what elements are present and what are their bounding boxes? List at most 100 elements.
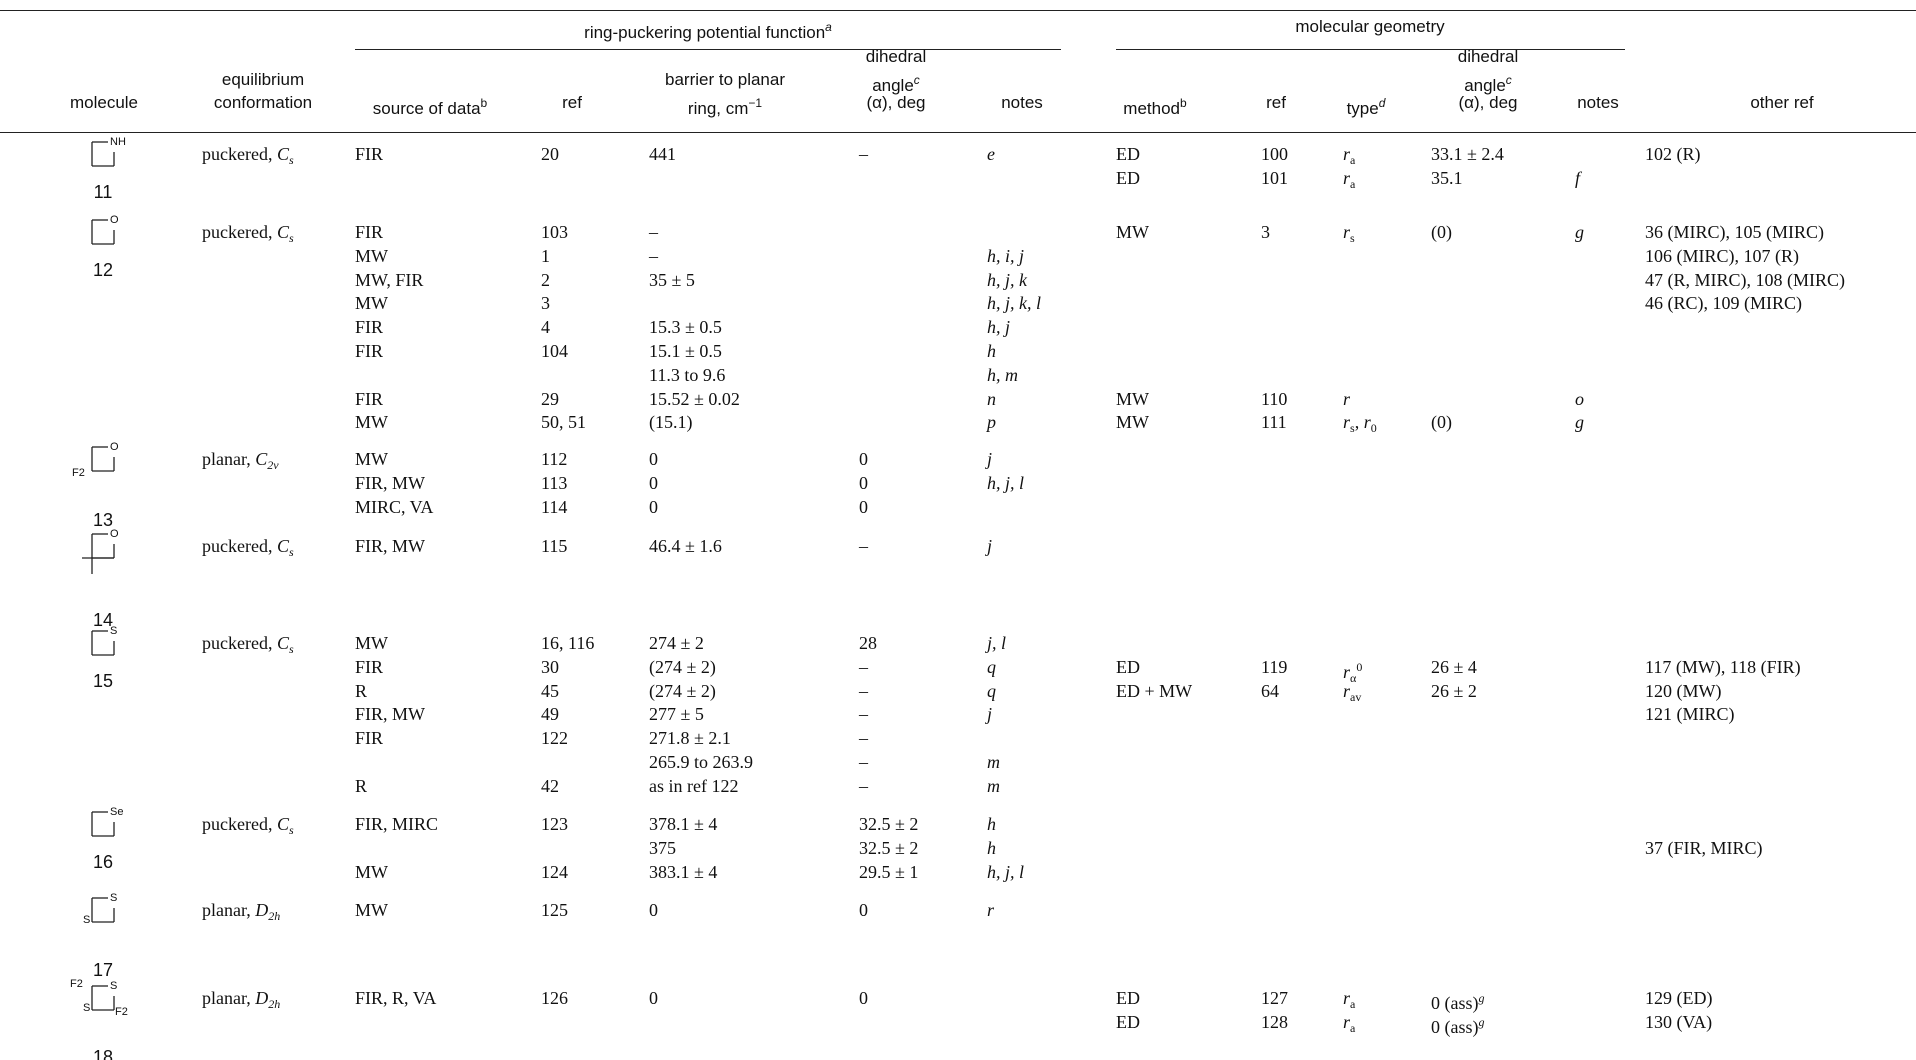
table-cell: FIR <box>355 143 383 165</box>
text: ED <box>1116 988 1140 1008</box>
column-header: other ref <box>1750 92 1813 114</box>
table-cell: (274 ± 2) <box>649 680 716 702</box>
text: 100 <box>1261 144 1288 164</box>
text: 110 <box>1261 388 1288 409</box>
table-cell: (0) <box>1431 221 1452 243</box>
table-cell: 15.3 ± 0.5 <box>649 316 722 338</box>
table-cell: 277 ± 5 <box>649 703 704 725</box>
table-cell: 33.1 ± 2.4 <box>1431 143 1504 165</box>
table-cell: 29 <box>541 388 559 410</box>
text: 277 ± 5 <box>649 704 704 725</box>
text: 274 ± 2 <box>649 633 704 653</box>
table-cell: 113 <box>541 472 567 494</box>
styled-text: s <box>288 823 294 837</box>
text: equilibrium <box>221 70 305 89</box>
text: 32.5 ± 2 <box>859 814 919 834</box>
text: j <box>987 536 993 556</box>
text: 28 <box>859 633 877 653</box>
table-cell: MW <box>355 632 388 654</box>
text: puckered, <box>202 633 277 653</box>
styled-text: r <box>1343 680 1351 701</box>
table-cell: MW <box>355 899 388 921</box>
text: 441 <box>649 144 676 164</box>
styled-text: D <box>255 988 269 1008</box>
table-cell: FIR, MW <box>355 703 425 725</box>
text: dihedral <box>1457 47 1519 66</box>
table-cell: ED <box>1116 656 1140 678</box>
table-cell: 104 <box>541 340 568 362</box>
text: j, l <box>987 633 1007 653</box>
table-cell: ED <box>1116 143 1140 165</box>
table-cell: 15.1 ± 0.5 <box>649 340 722 362</box>
styled-text: s <box>1350 231 1355 245</box>
table-cell: 119 <box>1261 656 1287 678</box>
column-header: methodb <box>1123 92 1186 120</box>
text: FIR <box>355 728 384 749</box>
table-cell: 46 (RC), 109 (MIRC) <box>1645 292 1802 314</box>
table-cell: MW <box>355 292 388 314</box>
conformation: planar, D2h <box>202 899 280 927</box>
text: puckered, <box>202 222 277 242</box>
table-cell: h, j, k, l <box>987 292 1041 314</box>
text: q <box>987 680 996 701</box>
text: 0 <box>649 900 658 920</box>
text: h, m <box>987 364 1018 385</box>
text: R <box>355 680 368 701</box>
text: 15.52 ± 0.02 <box>649 388 740 409</box>
table-cell: 3 <box>1261 221 1270 243</box>
table-cell: 375 <box>649 837 676 859</box>
text: 42 <box>541 775 559 796</box>
text: g <box>1575 222 1584 242</box>
styled-text: C <box>276 144 289 164</box>
text: ED <box>1116 656 1140 677</box>
table-cell: 122 <box>541 727 568 749</box>
atom-label: O <box>110 528 119 540</box>
table-cell: MW <box>355 411 388 433</box>
text: planar, <box>202 449 256 469</box>
text: 3 <box>541 293 550 314</box>
table-cell: 0 <box>859 899 868 921</box>
text: 103 <box>541 222 568 242</box>
table-cell: MW <box>355 861 388 883</box>
table-cell: q <box>987 656 996 678</box>
molecule-number: 18 <box>92 1047 114 1060</box>
text: 383.1 ± 4 <box>649 861 718 882</box>
styled-text: s <box>288 642 294 656</box>
text: n <box>987 388 996 409</box>
text: planar, <box>202 988 256 1008</box>
table-cell: m <box>987 751 1000 773</box>
text: 101 <box>1261 167 1288 188</box>
table-cell: 42 <box>541 775 559 797</box>
text: 45 <box>541 680 559 701</box>
text: notes <box>1577 93 1619 112</box>
styled-text: 2h <box>268 997 281 1011</box>
text: (0) <box>1431 222 1452 242</box>
table-cell: FIR, MIRC <box>355 813 438 835</box>
text: r <box>987 900 995 920</box>
text: molecular geometry <box>1295 17 1445 36</box>
text: j <box>987 449 993 469</box>
text: 15.3 ± 0.5 <box>649 317 722 338</box>
text: , <box>1354 412 1364 433</box>
text: 30 <box>541 656 559 677</box>
text: ED <box>1116 144 1140 164</box>
text: 20 <box>541 144 559 164</box>
styled-text: r <box>1343 167 1351 188</box>
text: j <box>987 704 993 725</box>
text: method <box>1123 99 1181 118</box>
table-cell: 124 <box>541 861 568 883</box>
text: h, j <box>987 317 1011 338</box>
table-cell: FIR, MW <box>355 472 425 494</box>
atom-label: F2 <box>70 978 83 990</box>
styled-text: b <box>1180 96 1187 110</box>
text: FIR, MW <box>355 472 426 493</box>
styled-text: 2v <box>267 458 279 472</box>
styled-text: s <box>288 153 294 167</box>
table-cell: 125 <box>541 899 568 921</box>
text: 113 <box>541 472 568 493</box>
text: 123 <box>541 814 568 834</box>
text: ref <box>1266 93 1286 112</box>
atom-label: NH <box>110 136 126 148</box>
